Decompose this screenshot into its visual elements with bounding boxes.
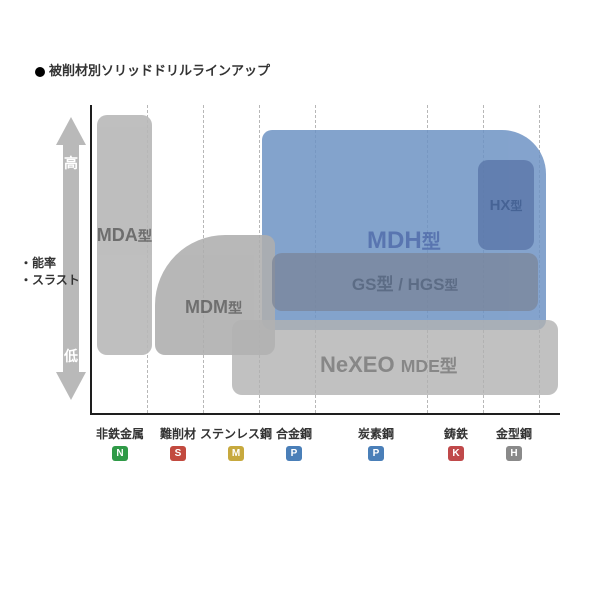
block-nexeo: NeXEO MDE型 (232, 320, 558, 395)
x-category-4: 炭素鋼 P (336, 425, 416, 461)
plot-area: MDA型 MDH型 HX型 MDM型 GS型 / HGS型 NeXEO MDE型 (90, 105, 560, 415)
x-category-label-6: 金型鋼 (474, 425, 554, 442)
block-hx: HX型 (478, 160, 534, 250)
arrow-down-icon (56, 372, 86, 400)
x-category-label-3: 合金鋼 (254, 425, 334, 442)
x-category-label-4: 炭素鋼 (336, 425, 416, 442)
iso-badge-p: P (286, 446, 302, 461)
block-label-mdh: MDH型 (367, 226, 441, 255)
block-label-hx: HX型 (490, 197, 523, 214)
block-label-gs: GS型 / HGS型 (352, 270, 458, 295)
iso-badge-k: K (448, 446, 464, 461)
y-axis-label: ・能率 ・スラスト (20, 255, 80, 289)
block-mda: MDA型 (97, 115, 152, 355)
y-axis-label-line1: ・能率 (20, 255, 80, 272)
block-label-nexeo: NeXEO MDE型 (320, 352, 457, 378)
chart-title-text: 被削材別ソリッドドリルラインアップ (49, 63, 270, 78)
y-axis-label-line2: ・スラスト (20, 272, 80, 289)
iso-badge-m: M (228, 446, 244, 461)
chart-title: 被削材別ソリッドドリルラインアップ (35, 60, 270, 79)
y-low-label: 低 (56, 346, 86, 366)
iso-badge-s: S (170, 446, 186, 461)
block-label-mda: MDA型 (97, 225, 152, 246)
arrow-up-icon (56, 117, 86, 145)
block-label-mdm: MDM型 (185, 297, 242, 318)
x-category-6: 金型鋼 H (474, 425, 554, 461)
y-high-label: 高 (56, 153, 86, 173)
block-gs: GS型 / HGS型 (272, 253, 538, 311)
iso-badge-n: N (112, 446, 128, 461)
iso-badge-p: P (368, 446, 384, 461)
x-category-3: 合金鋼 P (254, 425, 334, 461)
iso-badge-h: H (506, 446, 522, 461)
bullet-icon (35, 67, 45, 77)
